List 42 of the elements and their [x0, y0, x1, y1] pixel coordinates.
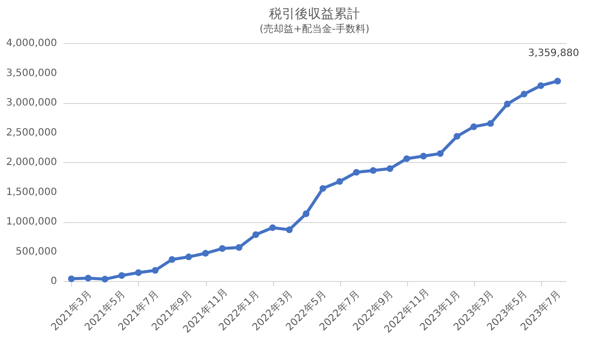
point: [218, 245, 226, 252]
y-tick-label: 1,500,000: [6, 186, 57, 198]
point: [152, 267, 159, 274]
point: [68, 275, 75, 282]
point: [336, 178, 344, 185]
chart-subtitle: (売却益+配当金-手数料): [260, 23, 370, 35]
point: [118, 272, 126, 279]
point: [269, 224, 276, 232]
point: [386, 165, 394, 172]
point: [436, 150, 444, 157]
point: [537, 82, 544, 89]
point: [504, 100, 511, 108]
point: [454, 132, 460, 140]
point: [520, 90, 528, 98]
point: [135, 269, 142, 276]
point: [202, 250, 209, 257]
y-tick-label: 2,000,000: [6, 157, 57, 168]
y-tick-label: 4,000,000: [6, 38, 57, 49]
y-tick-label: 500,000: [16, 246, 57, 258]
point: [185, 254, 192, 260]
point: [302, 210, 310, 218]
point: [320, 185, 326, 192]
point: [420, 152, 427, 160]
point: [470, 123, 478, 130]
point: [487, 120, 494, 127]
y-tick-label: 1,000,000: [6, 216, 57, 228]
point: [236, 244, 242, 251]
point: [168, 256, 176, 263]
point: [403, 155, 410, 162]
point: [353, 168, 360, 176]
point: [370, 167, 377, 174]
y-tick-label: 3,000,000: [6, 98, 57, 108]
point: [554, 78, 561, 84]
data-label: 3,359,880: [528, 48, 580, 60]
y-tick-label: 0: [50, 276, 57, 287]
point: [84, 274, 92, 282]
point: [286, 226, 293, 234]
point: [252, 231, 260, 238]
chart-title: 税引後収益累計: [269, 7, 360, 22]
y-tick-label: 2,500,000: [6, 127, 57, 138]
y-tick-label: 3,500,000: [6, 68, 57, 79]
point: [102, 276, 108, 283]
